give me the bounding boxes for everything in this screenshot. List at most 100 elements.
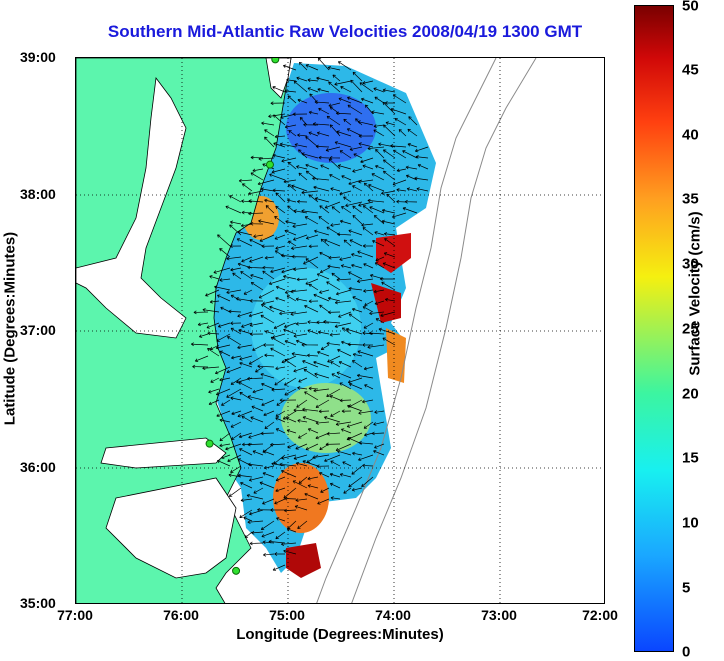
velocity-arrow [293,267,308,272]
velocity-arrow [367,146,385,151]
velocity-arrow [213,267,231,274]
velocity-arrow [293,366,308,373]
velocity-arrow [297,199,308,204]
velocity-arrow [279,142,297,148]
velocity-arrow [307,428,319,434]
velocity-arrow [374,262,385,269]
velocity-arrow [326,115,341,126]
velocity-arrow [270,101,286,106]
velocity-arrow [358,142,374,148]
colorbar-tick: 25 [682,320,699,338]
velocity-arrow [215,344,231,350]
velocity-arrow [358,179,374,184]
velocity-arrow [363,322,374,329]
velocity-arrow [273,142,286,148]
velocity-arrow [268,113,286,118]
velocity-arrow [308,131,319,137]
velocity-arrow [284,322,297,329]
velocity-arrow [207,348,220,357]
velocity-arrow [381,208,396,214]
velocity-arrow [290,289,308,294]
velocity-arrow [230,267,242,272]
velocity-arrow [193,310,209,315]
velocity-arrow [296,165,308,170]
velocity-arrow [263,343,275,347]
velocity-arrow [340,264,352,269]
velocity-arrow [279,462,297,467]
velocity-arrow [241,256,253,263]
velocity-arrow [358,410,374,415]
velocity-arrow [230,321,242,326]
velocity-arrow [276,517,286,522]
velocity-arrow [348,286,363,291]
chesapeake-bay [76,76,187,339]
velocity-arrow [358,134,374,138]
velocity-arrow [240,498,253,503]
velocity-arrow [351,360,363,368]
velocity-arrow [247,265,264,270]
y-tick-label: 39:00 [20,49,56,65]
velocity-arrow [326,388,341,397]
velocity-arrow [345,201,363,208]
velocity-arrow [405,174,418,181]
velocity-arrow [339,382,352,390]
velocity-arrow [232,272,242,280]
velocity-arrow [382,101,396,115]
velocity-arrow [379,277,396,281]
velocity-arrow [330,187,341,192]
velocity-arrow [274,134,286,139]
velocity-arrow [340,428,352,434]
velocity-arrow [221,454,231,460]
velocity-arrow [381,281,396,291]
velocity-arrow [314,197,330,203]
velocity-arrow [320,164,330,170]
velocity-arrow [308,194,319,203]
colorbar [634,5,674,652]
velocity-arrow [334,80,352,86]
velocity-arrow [369,311,385,316]
region-orange-south [273,463,329,533]
velocity-arrow [275,428,286,434]
velocity-arrow [331,373,341,379]
velocity-arrow [283,274,297,280]
velocity-arrow [248,476,264,482]
velocity-arrow [371,110,385,115]
velocity-arrow [272,85,286,93]
velocity-arrow [287,161,297,170]
velocity-arrow [220,306,231,313]
velocity-arrow [274,250,286,258]
velocity-arrow [325,442,341,447]
velocity-arrow [351,263,363,269]
velocity-arrow [283,549,297,555]
velocity-arrow [284,339,297,346]
velocity-arrow [378,327,396,335]
velocity-arrow [342,461,352,467]
x-tick-label: 75:00 [269,607,305,623]
velocity-arrow [287,95,297,104]
colorbar-label: Surface Velocity (cm/s) [686,211,704,376]
velocity-arrow [336,130,352,137]
velocity-arrow [381,190,396,195]
velocity-arrow [341,175,352,181]
velocity-arrow [383,232,396,236]
velocity-arrow [225,205,242,214]
velocity-arrow [351,253,363,258]
velocity-arrow [273,322,286,330]
velocity-arrow [320,238,330,247]
velocity-arrow [261,382,275,390]
velocity-arrow [264,330,275,335]
velocity-arrow [298,61,308,71]
velocity-arrow [368,183,385,192]
velocity-arrow [259,234,275,242]
velocity-arrow [371,173,385,181]
velocity-arrow [325,146,341,152]
velocity-arrow [302,416,319,423]
velocity-arrow [341,327,352,335]
velocity-arrow [247,462,264,467]
velocity-arrow [237,230,253,236]
velocity-arrow [358,454,374,462]
velocity-arrow [358,201,374,207]
velocity-arrow [295,321,308,326]
velocity-arrow [406,187,418,192]
velocity-arrow [297,386,308,390]
